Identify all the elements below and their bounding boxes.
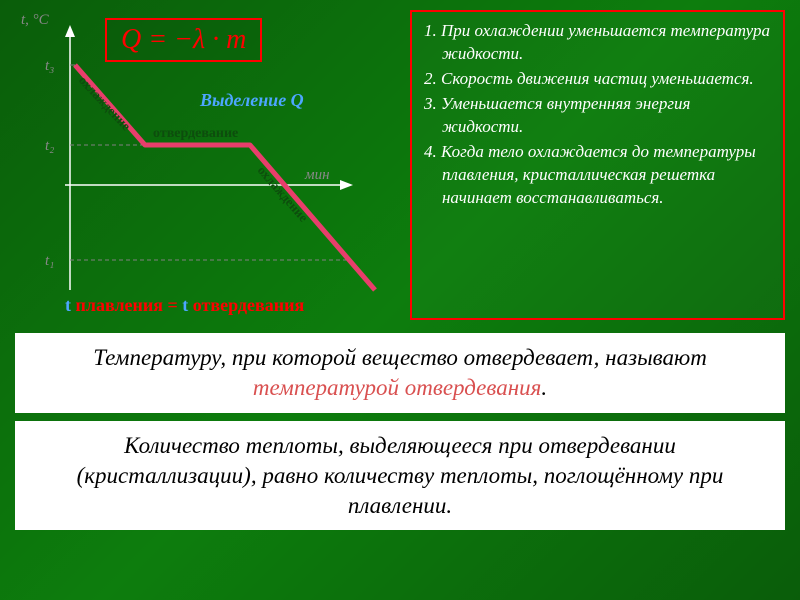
info-box: 1. При охлаждении уменьшается температур… — [410, 10, 785, 320]
tmelt-word1: плавления — [71, 295, 168, 315]
definition-highlight: температурой отвердевания — [253, 375, 541, 400]
top-row: t, °C t₃ t₂ t₁ мин Q = −λ · m охлаждение… — [0, 0, 800, 325]
info-list: 1. При охлаждении уменьшается температур… — [424, 20, 771, 210]
info-item-2: 2. Скорость движения частиц уменьшается. — [424, 68, 771, 91]
chart-svg — [15, 10, 400, 320]
tmelt-eq: = — [168, 295, 183, 315]
info-item-4: 4. Когда тело охлаждается до температуры… — [424, 141, 771, 210]
definition-pre: Температуру, при которой вещество отверд… — [93, 345, 707, 370]
tmelt-equation: t плавления = t отвердевания — [65, 295, 304, 316]
definition-box: Температуру, при которой вещество отверд… — [15, 333, 785, 413]
chart-area: t, °C t₃ t₂ t₁ мин Q = −λ · m охлаждение… — [15, 10, 400, 320]
heat-statement: Количество теплоты, выделяющееся при отв… — [77, 433, 724, 518]
solidification-label: отвердевание — [153, 126, 238, 142]
heat-release-label: Выделение Q — [200, 90, 304, 111]
info-item-3: 3. Уменьшается внутренняя энергия жидкос… — [424, 93, 771, 139]
heat-statement-box: Количество теплоты, выделяющееся при отв… — [15, 421, 785, 531]
definition-post: . — [541, 375, 547, 400]
info-item-1: 1. При охлаждении уменьшается температур… — [424, 20, 771, 66]
tmelt-word2: отвердевания — [188, 295, 304, 315]
